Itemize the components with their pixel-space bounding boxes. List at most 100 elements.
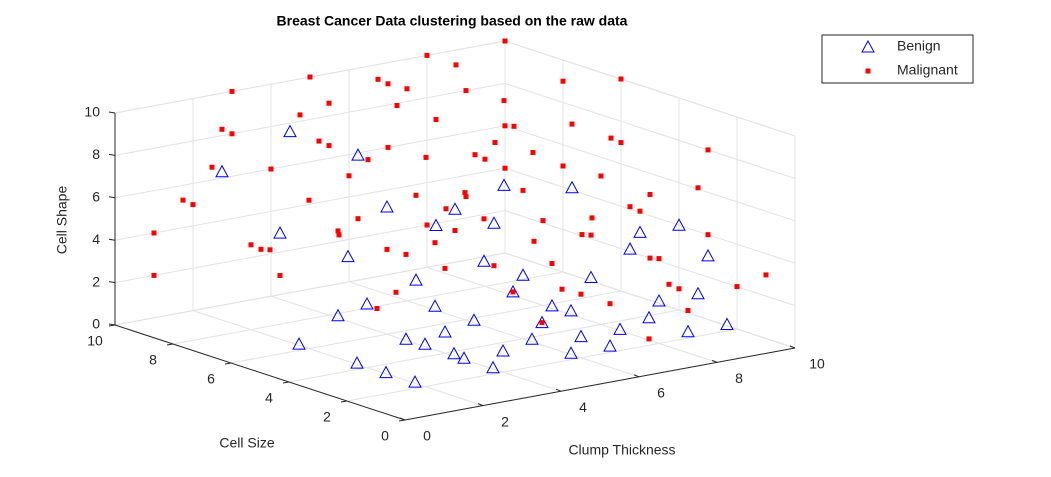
marker-triangle [331, 308, 345, 322]
z-tick-label: 0 [92, 316, 100, 332]
marker-square [346, 173, 352, 179]
y-axis-line [114, 324, 406, 421]
marker-square [482, 156, 488, 162]
legend-label: Malignant [897, 62, 958, 78]
marker-square [306, 197, 312, 203]
marker-square [502, 38, 508, 44]
marker-square [540, 218, 546, 224]
marker-square [734, 284, 740, 290]
marker-square [219, 126, 225, 132]
marker-square [258, 246, 264, 252]
z-tick [108, 153, 116, 156]
grid-line [348, 281, 640, 378]
grid-line [346, 328, 738, 402]
marker-triangle [292, 337, 306, 350]
marker-square [209, 164, 215, 170]
y-tick-label: 2 [323, 409, 331, 425]
marker-triangle [584, 270, 598, 283]
marker-triangle [701, 248, 715, 262]
x-tick [633, 374, 640, 378]
marker-square [627, 204, 633, 210]
marker-square [685, 308, 691, 313]
marker-triangle [438, 324, 452, 338]
marker-triangle [496, 343, 510, 357]
marker-square [569, 121, 575, 127]
marker-triangle [487, 216, 501, 229]
x-tick-label: 10 [809, 356, 825, 372]
marker-square [560, 163, 566, 169]
marker-square [336, 232, 342, 238]
marker-square [423, 154, 429, 160]
x-tick [477, 403, 484, 407]
x-tick [789, 345, 796, 349]
marker-triangle [429, 218, 443, 231]
marker-square [705, 147, 711, 153]
marker-square [385, 144, 391, 150]
marker-square [229, 131, 235, 137]
marker-square [267, 247, 273, 253]
z-tick [108, 111, 116, 114]
marker-square [502, 165, 508, 171]
x-axis-line [404, 347, 796, 421]
marker-triangle [380, 199, 394, 213]
grid-line [114, 167, 506, 241]
grid-line [230, 290, 622, 364]
marker-triangle [564, 303, 578, 317]
marker-triangle [497, 178, 511, 191]
marker-triangle [574, 329, 588, 343]
grid-line [288, 309, 680, 383]
y-tick [340, 400, 348, 403]
grid-line [504, 40, 796, 137]
marker-square [277, 273, 283, 278]
grid-line [504, 252, 796, 349]
marker-square [385, 81, 391, 87]
marker-square [579, 232, 585, 238]
marker-square [432, 240, 438, 246]
marker-square [393, 289, 399, 295]
marker-square [394, 103, 400, 108]
marker-square [452, 228, 458, 233]
x-tick [711, 359, 718, 363]
x-tick-label: 2 [501, 413, 509, 429]
marker-square [335, 228, 341, 234]
marker-triangle [351, 148, 365, 161]
marker-triangle [467, 313, 481, 326]
marker-square [865, 68, 871, 74]
marker-square [695, 185, 701, 191]
marker-square [151, 230, 157, 236]
marker-square [510, 289, 516, 295]
marker-triangle [652, 293, 666, 307]
marker-triangle [399, 332, 413, 345]
y-axis-label: Cell Size [219, 435, 274, 451]
marker-triangle [861, 39, 875, 53]
marker-square [307, 74, 313, 80]
marker-square [646, 336, 652, 342]
grid-line [426, 266, 718, 363]
marker-square [511, 123, 517, 129]
marker-square [520, 187, 526, 193]
chart-title: Breast Cancer Data clustering based on t… [277, 13, 628, 29]
x-tick-label: 6 [657, 385, 665, 401]
marker-square [472, 152, 478, 158]
marker-triangle [215, 164, 229, 178]
marker-square [578, 291, 584, 297]
z-tick [108, 196, 116, 199]
marker-triangle [409, 273, 423, 286]
marker-square [424, 52, 430, 58]
x-tick [555, 388, 562, 392]
marker-square [647, 255, 653, 261]
marker-square [705, 232, 711, 238]
y-tick [398, 419, 406, 422]
grid-line [504, 125, 796, 222]
x-axis-label: Clump Thickness [568, 442, 675, 458]
axes [114, 113, 796, 421]
marker-triangle [283, 124, 297, 138]
marker-square [326, 100, 332, 106]
marker-square [666, 281, 672, 287]
legend-label: Benign [897, 38, 941, 54]
marker-square [375, 76, 381, 82]
marker-square [365, 157, 371, 163]
marker-square [229, 88, 235, 94]
marker-square [443, 206, 449, 212]
